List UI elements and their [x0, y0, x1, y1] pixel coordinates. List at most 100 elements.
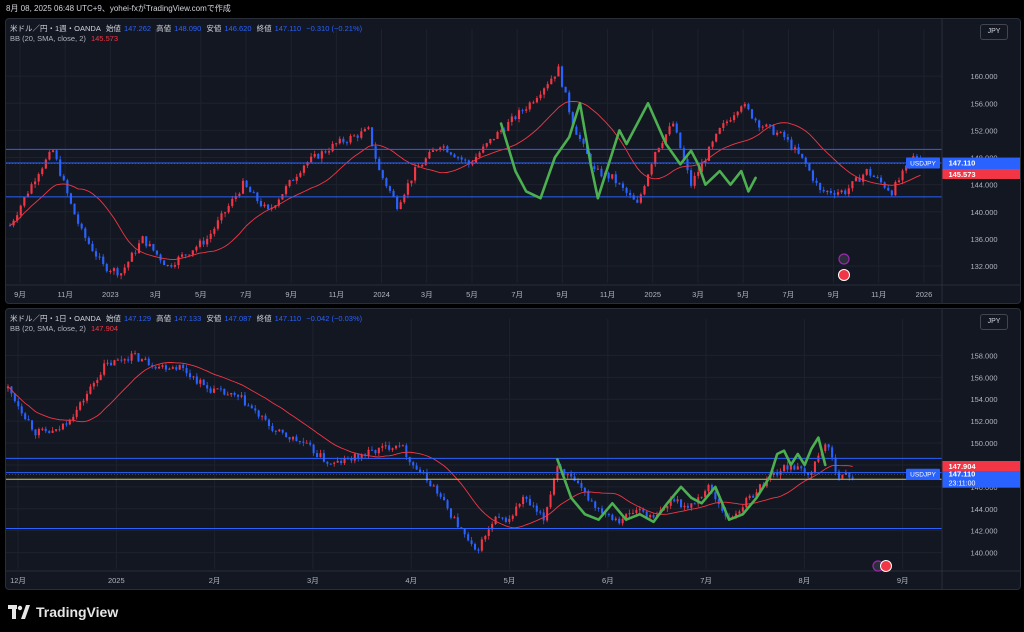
candle-body: [611, 514, 614, 520]
candle-body: [27, 419, 30, 421]
candle-body: [840, 190, 843, 193]
candle-body: [120, 273, 123, 276]
candle-body: [535, 505, 538, 512]
candle-body: [381, 446, 384, 448]
candle-body: [30, 184, 33, 194]
candle-body: [539, 94, 542, 99]
change-value: −0.042 (−0.03%): [306, 314, 363, 323]
candle-body: [722, 123, 725, 128]
close-label: 終値: [256, 24, 272, 33]
candle-body: [801, 153, 804, 158]
candle-body: [44, 159, 47, 169]
candle-body: [363, 128, 366, 132]
candle-body: [188, 254, 191, 256]
x-tick-label: 11月: [58, 290, 73, 299]
candle-body: [309, 442, 312, 445]
candle-body: [467, 534, 470, 541]
x-tick-label: 2024: [373, 290, 390, 299]
candle-body: [392, 190, 395, 197]
candle-body: [34, 181, 37, 185]
candle-body: [546, 507, 549, 521]
candle-body: [872, 175, 875, 177]
candle-body: [177, 256, 180, 266]
candle-body: [175, 367, 178, 370]
candle-body: [425, 472, 428, 481]
weekly-chart-canvas[interactable]: 9月 11月 2023 3月 5月 7月 9月 11月 2024 3月 5月 7月 9月 11月 2025 3…: [6, 19, 1020, 303]
high-value: 147.133: [174, 314, 202, 323]
candle-body: [552, 479, 556, 495]
candle-body: [564, 86, 567, 93]
candle-body: [85, 393, 89, 401]
candle-body: [185, 368, 188, 374]
y-tick-label: 144.000: [970, 181, 997, 190]
candle-body: [394, 445, 398, 449]
candle-body: [796, 466, 799, 470]
candle-body: [642, 509, 645, 512]
candle-body: [748, 495, 751, 498]
candle-body: [41, 428, 44, 430]
candle-body: [834, 457, 837, 472]
daily-chart-canvas[interactable]: 12月 2025 2月 3月 4月 5月 6月 7月 8月 9月 158.000 156.000 154…: [6, 309, 1020, 589]
candle-body: [192, 376, 195, 378]
candle-body: [6, 386, 10, 389]
candle-body: [17, 401, 20, 407]
currency-button[interactable]: JPY: [980, 24, 1008, 40]
currency-button[interactable]: JPY: [980, 314, 1008, 330]
candle-body: [803, 468, 806, 473]
candle-body: [654, 152, 657, 165]
candle-body: [580, 482, 583, 488]
candle-body: [664, 134, 668, 144]
candle-body: [274, 430, 277, 432]
candle-body: [245, 180, 248, 188]
candle-body: [515, 506, 518, 516]
candle-body: [247, 405, 250, 407]
candle-body: [629, 192, 632, 196]
candle-body: [295, 176, 298, 181]
candle-body: [202, 240, 205, 245]
candle-body: [412, 462, 415, 466]
candle-body: [20, 406, 23, 414]
candle-body: [841, 474, 844, 479]
candle-body: [583, 487, 586, 493]
candle-body: [147, 358, 150, 366]
candle-body: [163, 260, 166, 266]
y-tick-label: 154.000: [970, 395, 997, 404]
candle-body: [797, 147, 800, 154]
candle-body: [51, 150, 55, 152]
candle-body: [439, 147, 442, 150]
candle-body: [460, 157, 463, 160]
candle-body: [105, 264, 108, 272]
candle-body: [424, 158, 427, 165]
candle-body: [503, 130, 506, 132]
candle-body: [219, 388, 222, 390]
candle-body: [130, 353, 133, 361]
close-value: 147.110: [274, 314, 302, 323]
weekly-chart-panel[interactable]: 9月 11月 2023 3月 5月 7月 9月 11月 2024 3月 5月 7月 9月 11月 2025 3…: [5, 18, 1021, 304]
candle-body: [327, 151, 331, 153]
candle-body: [120, 359, 123, 361]
page-header: 8月 08, 2025 06:48 UTC+9、yohei-fxがTrading…: [6, 4, 231, 13]
candle-body: [755, 492, 758, 498]
price-tag-symbol-box: [906, 468, 940, 480]
candle-body: [847, 188, 850, 195]
candle-body: [750, 109, 754, 119]
candle-body: [741, 507, 744, 512]
candle-body: [597, 507, 600, 509]
x-tick-label: 11月: [600, 290, 615, 299]
candle-body: [876, 176, 879, 178]
candle-body: [600, 168, 603, 177]
candle-body: [249, 187, 252, 193]
candle-body: [826, 190, 829, 192]
candle-body: [636, 199, 639, 203]
candle-body: [570, 473, 573, 477]
y-tick-label: 136.000: [970, 235, 997, 244]
candle-body: [736, 111, 739, 116]
us-flag-event-icon: [880, 560, 892, 572]
candle-body: [134, 252, 137, 254]
x-tick-label: 9月: [14, 290, 26, 299]
x-tick-label: 7月: [511, 290, 523, 299]
candle-body: [500, 130, 503, 132]
candle-body: [48, 151, 51, 160]
daily-chart-panel[interactable]: 12月 2025 2月 3月 4月 5月 6月 7月 8月 9月 158.000 156.000 154…: [5, 308, 1021, 590]
candle-body: [184, 254, 187, 256]
